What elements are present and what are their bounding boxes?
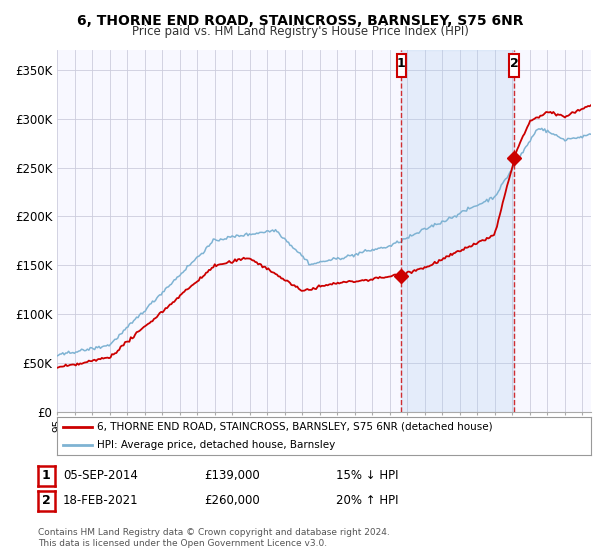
FancyBboxPatch shape: [509, 54, 519, 77]
Text: 15% ↓ HPI: 15% ↓ HPI: [336, 469, 398, 482]
Text: £260,000: £260,000: [204, 494, 260, 507]
Text: Price paid vs. HM Land Registry's House Price Index (HPI): Price paid vs. HM Land Registry's House …: [131, 25, 469, 38]
Text: 2: 2: [42, 494, 50, 507]
Text: 1: 1: [397, 58, 406, 71]
Text: 6, THORNE END ROAD, STAINCROSS, BARNSLEY, S75 6NR (detached house): 6, THORNE END ROAD, STAINCROSS, BARNSLEY…: [97, 422, 493, 432]
Text: HPI: Average price, detached house, Barnsley: HPI: Average price, detached house, Barn…: [97, 440, 335, 450]
Text: 18-FEB-2021: 18-FEB-2021: [63, 494, 139, 507]
Text: 2: 2: [510, 58, 518, 71]
FancyBboxPatch shape: [397, 54, 406, 77]
Text: 20% ↑ HPI: 20% ↑ HPI: [336, 494, 398, 507]
Text: £139,000: £139,000: [204, 469, 260, 482]
Text: 6, THORNE END ROAD, STAINCROSS, BARNSLEY, S75 6NR: 6, THORNE END ROAD, STAINCROSS, BARNSLEY…: [77, 14, 523, 28]
Bar: [401, 50, 514, 412]
Text: 05-SEP-2014: 05-SEP-2014: [63, 469, 138, 482]
Text: 1: 1: [42, 469, 50, 482]
Text: Contains HM Land Registry data © Crown copyright and database right 2024.
This d: Contains HM Land Registry data © Crown c…: [38, 528, 389, 548]
